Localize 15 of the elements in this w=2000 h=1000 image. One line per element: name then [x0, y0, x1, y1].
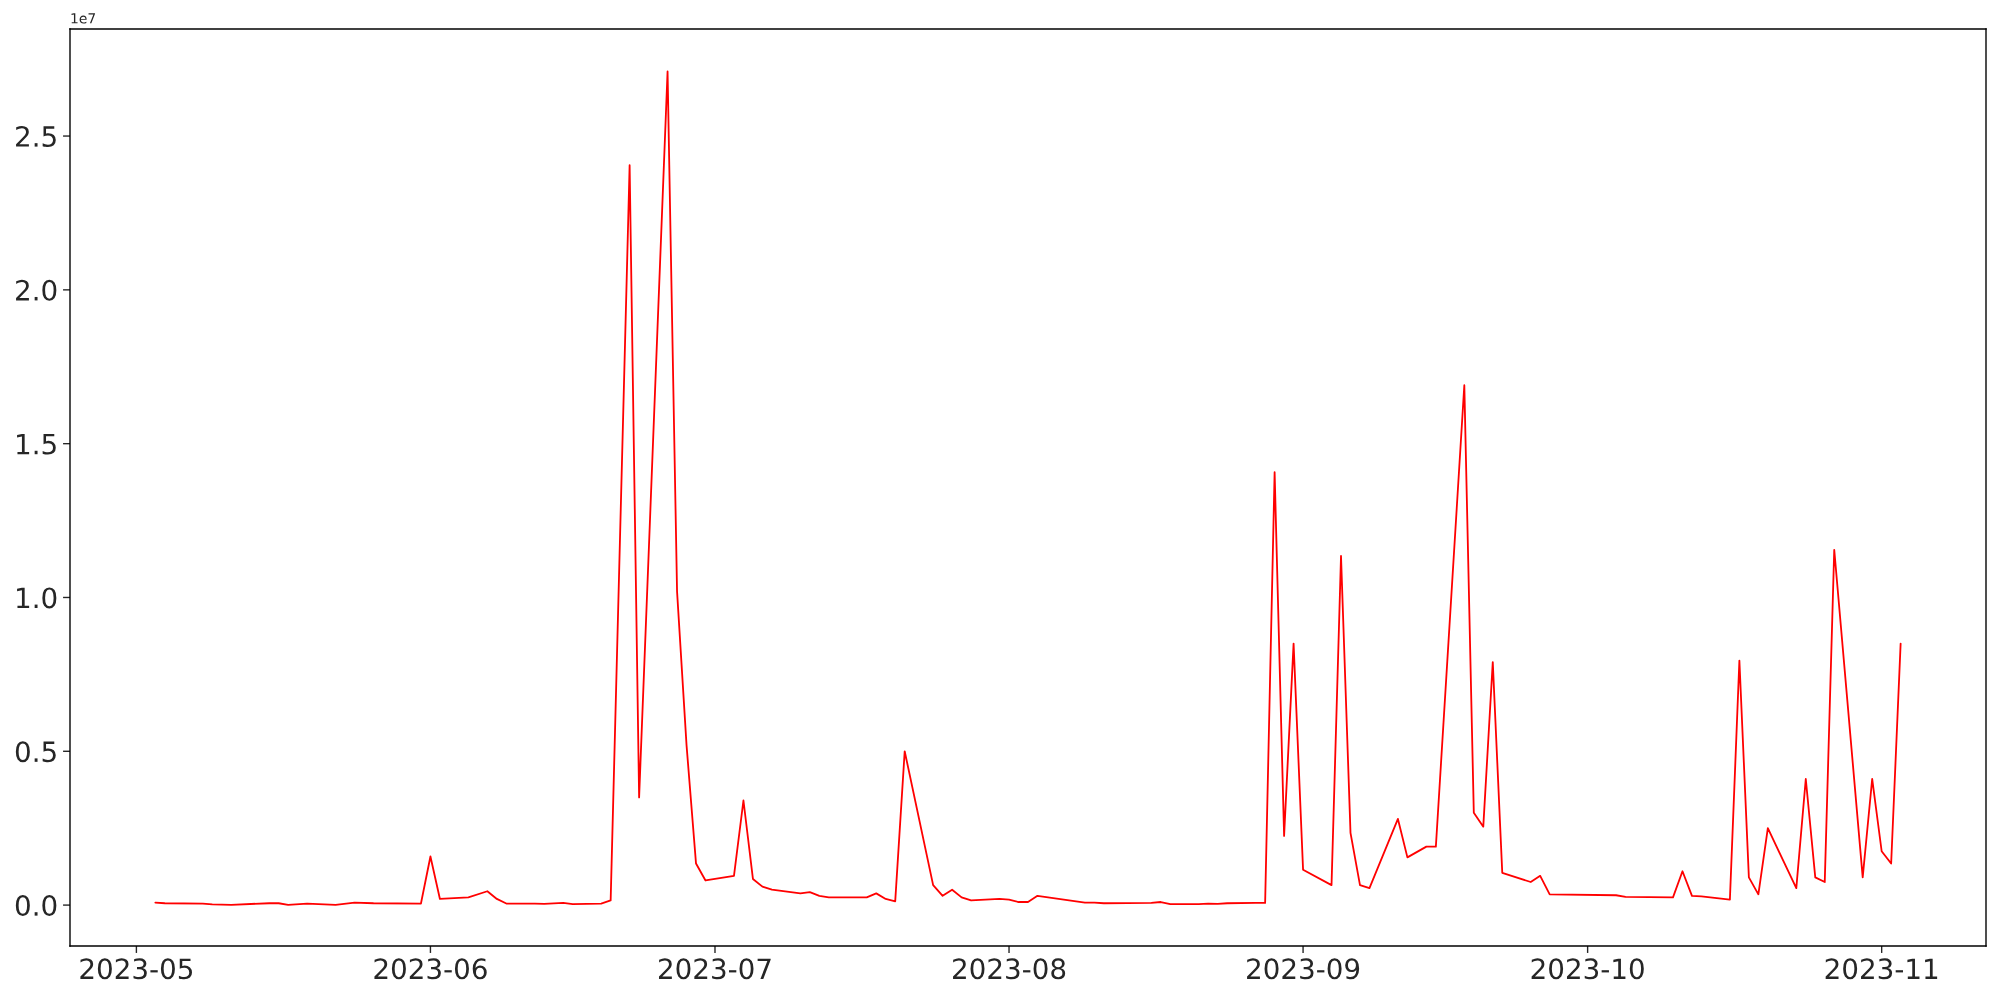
x-tick-label: 2023-07 — [658, 958, 771, 980]
y-tick-label: 2.5 — [16, 125, 56, 147]
x-tick-label: 2023-10 — [1531, 958, 1644, 980]
x-tick-label: 2023-05 — [80, 958, 192, 980]
text: 1e7 — [71, 13, 96, 24]
y-tick-label: 1.0 — [17, 587, 57, 609]
y-tick-label: 2.0 — [16, 279, 57, 301]
x-tick-label: 2023-08 — [953, 958, 1066, 980]
y-tick-label: 1.5 — [17, 433, 56, 455]
y-tick-label: 0.0 — [15, 895, 57, 917]
line-series — [154, 70, 1902, 906]
x-tick-label: 2023-06 — [374, 958, 487, 980]
y-tick-label: 0.5 — [15, 741, 56, 763]
x-tick-label: 2023-09 — [1247, 958, 1360, 980]
x-tick-label: 2023-11 — [1825, 958, 1938, 980]
